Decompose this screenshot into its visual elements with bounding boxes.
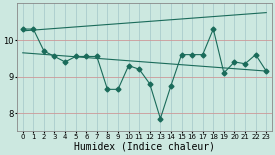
X-axis label: Humidex (Indice chaleur): Humidex (Indice chaleur) <box>74 142 215 152</box>
